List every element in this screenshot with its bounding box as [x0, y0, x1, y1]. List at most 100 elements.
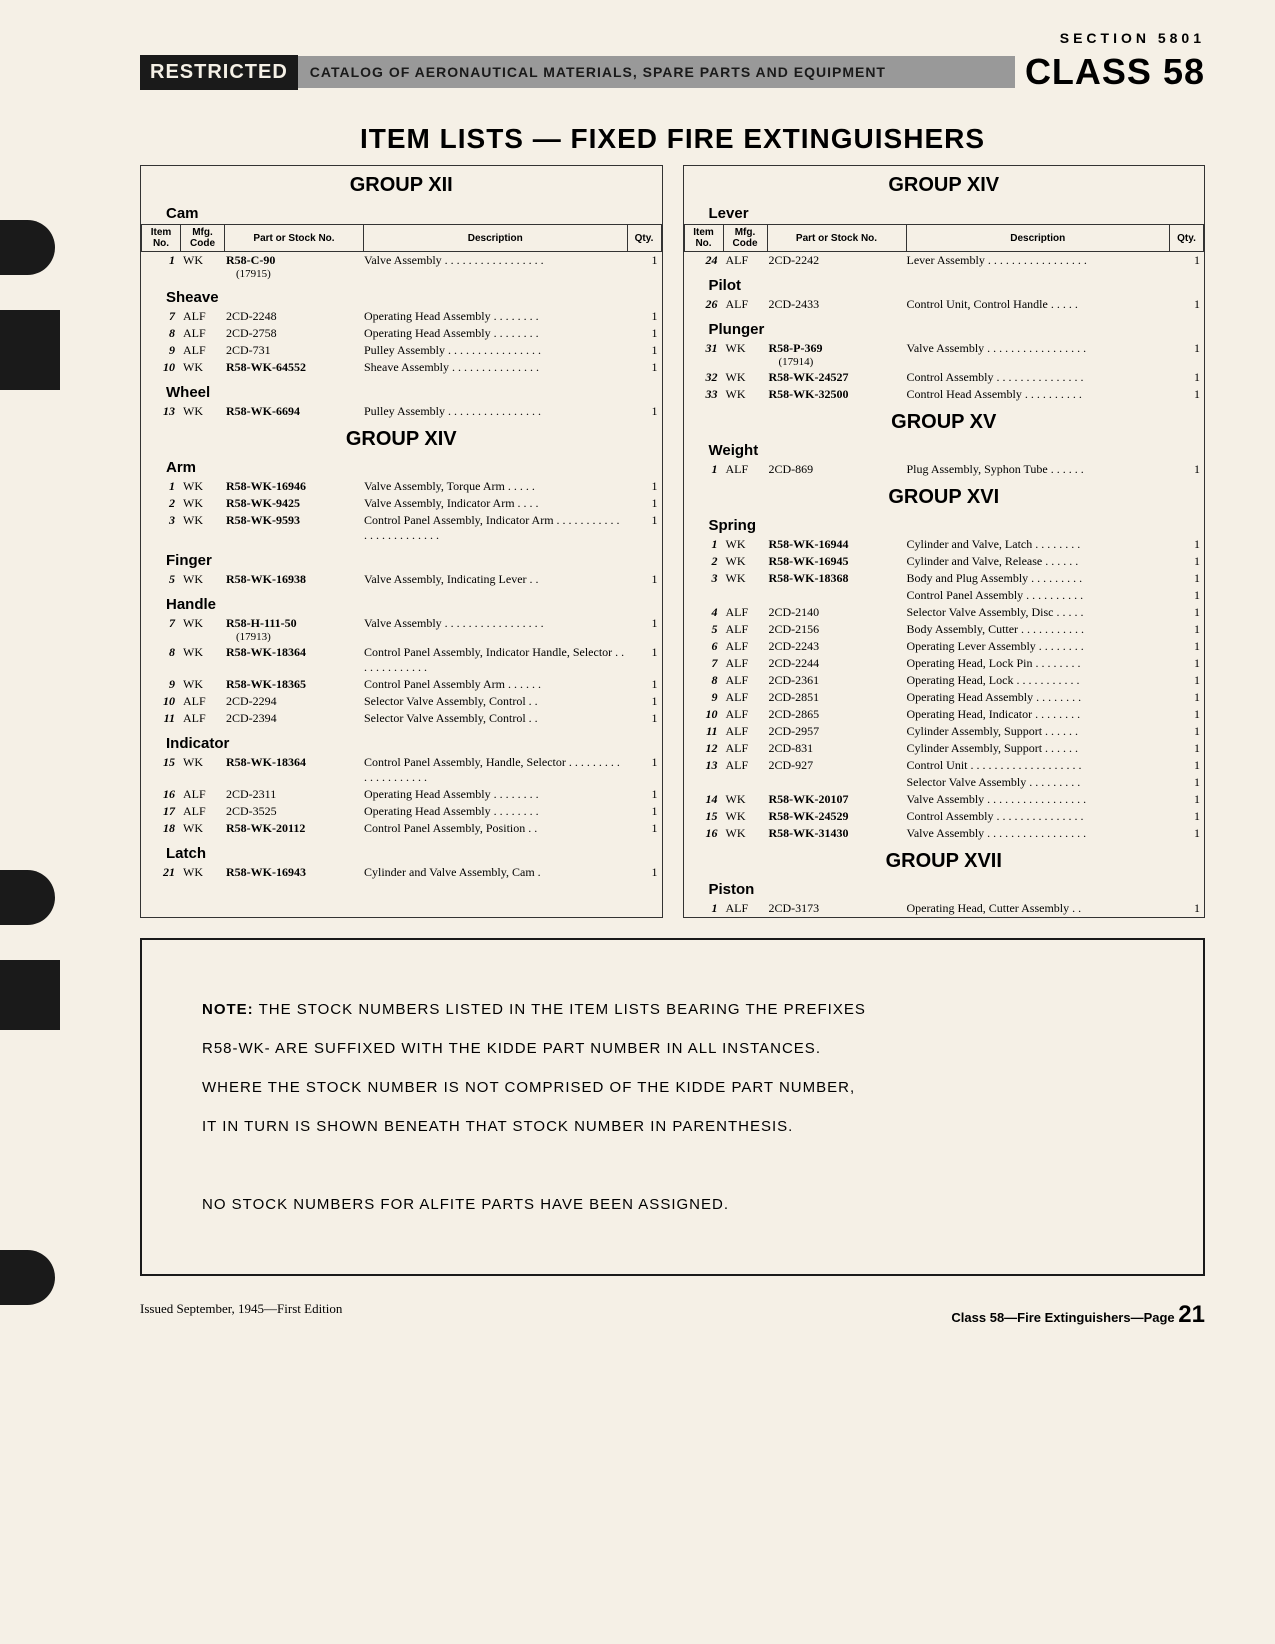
table-header: Item No. Mfg. Code Part or Stock No. Des…: [684, 224, 1205, 252]
col-desc: Description: [906, 225, 1170, 252]
cell-qty: 1: [1171, 252, 1204, 269]
cell-qty: 1: [629, 571, 662, 588]
sub-title: Arm: [166, 459, 662, 476]
cell-qty: 1: [1171, 536, 1204, 553]
cell-mfg: WK: [179, 644, 222, 676]
group-title: GROUP XIV: [141, 428, 662, 451]
cell-itemno: 9: [141, 342, 179, 359]
cell-qty: 1: [1171, 740, 1204, 757]
sub-title: Indicator: [166, 735, 662, 752]
cell-desc: Selector Valve Assembly, Disc . . . . .: [903, 604, 1172, 621]
cell-desc: Control Unit . . . . . . . . . . . . . .…: [903, 757, 1172, 774]
cell-part: R58-WK-18368: [765, 570, 903, 587]
footer-left: Issued September, 1945—First Edition: [140, 1301, 342, 1329]
cell-qty: 1: [1171, 774, 1204, 791]
cell-itemno: 9: [141, 676, 179, 693]
cell-mfg: WK: [722, 791, 765, 808]
cell-part: 2CD-2865: [765, 706, 903, 723]
cell-itemno: 3: [684, 570, 722, 587]
cell-qty: 1: [1171, 296, 1204, 313]
catalog-title: CATALOG OF AERONAUTICAL MATERIALS, SPARE…: [298, 56, 1015, 88]
cell-mfg: WK: [179, 252, 222, 281]
table-row: 1ALF2CD-869Plug Assembly, Syphon Tube . …: [684, 461, 1205, 478]
cell-part: 2CD-927: [765, 757, 903, 774]
cell-itemno: 16: [684, 825, 722, 842]
table-row: 12ALF2CD-831Cylinder Assembly, Support .…: [684, 740, 1205, 757]
left-column: GROUP XII Cam Item No. Mfg. Code Part or…: [140, 165, 663, 918]
cell-desc: Operating Head Assembly . . . . . . . .: [360, 803, 629, 820]
cell-qty: 1: [629, 252, 662, 281]
cell-itemno: 10: [141, 359, 179, 376]
cell-itemno: 26: [684, 296, 722, 313]
group-title: GROUP XV: [684, 411, 1205, 434]
cell-mfg: ALF: [722, 461, 765, 478]
col-qty: Qty.: [627, 225, 661, 252]
table-row: 14WKR58-WK-20107Valve Assembly . . . . .…: [684, 791, 1205, 808]
table-row: 17ALF2CD-3525Operating Head Assembly . .…: [141, 803, 662, 820]
cell-qty: 1: [629, 786, 662, 803]
binder-hole: [0, 220, 55, 275]
cell-mfg: ALF: [722, 621, 765, 638]
cell-mfg: WK: [722, 386, 765, 403]
item-table: 13WKR58-WK-6694Pulley Assembly . . . . .…: [141, 403, 662, 420]
table-row: 8WKR58-WK-18364Control Panel Assembly, I…: [141, 644, 662, 676]
table-row: 26ALF2CD-2433Control Unit, Control Handl…: [684, 296, 1205, 313]
cell-itemno: 8: [141, 644, 179, 676]
cell-mfg: ALF: [722, 706, 765, 723]
col-item: Item No.: [684, 225, 723, 252]
cell-desc: Pulley Assembly . . . . . . . . . . . . …: [360, 342, 629, 359]
cell-desc: Operating Head, Indicator . . . . . . . …: [903, 706, 1172, 723]
note-box: NOTE: THE STOCK NUMBERS LISTED IN THE IT…: [140, 938, 1205, 1276]
cell-mfg: ALF: [722, 740, 765, 757]
cell-itemno: 1: [684, 536, 722, 553]
table-row: 9ALF2CD-731Pulley Assembly . . . . . . .…: [141, 342, 662, 359]
cell-itemno: 2: [684, 553, 722, 570]
item-table: 7WKR58-H-111-50(17913)Valve Assembly . .…: [141, 615, 662, 727]
sub-title: Wheel: [166, 384, 662, 401]
cell-desc: Valve Assembly . . . . . . . . . . . . .…: [903, 825, 1172, 842]
cell-itemno: 5: [141, 571, 179, 588]
sub-title: Plunger: [709, 321, 1205, 338]
item-table: 1WKR58-WK-16944Cylinder and Valve, Latch…: [684, 536, 1205, 842]
cell-desc: Selector Valve Assembly, Control . .: [360, 710, 629, 727]
cell-qty: 1: [1171, 757, 1204, 774]
cell-part: 2CD-2156: [765, 621, 903, 638]
cell-desc: Operating Lever Assembly . . . . . . . .: [903, 638, 1172, 655]
cell-part: R58-WK-16946: [222, 478, 360, 495]
cell-qty: 1: [1171, 900, 1204, 917]
cell-desc: Control Panel Assembly, Indicator Arm . …: [360, 512, 629, 544]
table-row: 15WKR58-WK-24529Control Assembly . . . .…: [684, 808, 1205, 825]
cell-desc: Operating Head, Lock . . . . . . . . . .…: [903, 672, 1172, 689]
item-table: 26ALF2CD-2433Control Unit, Control Handl…: [684, 296, 1205, 313]
table-row: 3WKR58-WK-18368Body and Plug Assembly . …: [684, 570, 1205, 587]
cell-desc: Valve Assembly . . . . . . . . . . . . .…: [903, 340, 1172, 369]
cell-part: 2CD-2243: [765, 638, 903, 655]
cell-desc: Valve Assembly, Indicating Lever . .: [360, 571, 629, 588]
cell-itemno: 3: [141, 512, 179, 544]
table-row: 9WKR58-WK-18365Control Panel Assembly Ar…: [141, 676, 662, 693]
cell-mfg: WK: [179, 478, 222, 495]
cell-itemno: 1: [141, 252, 179, 281]
cell-itemno: 8: [141, 325, 179, 342]
footer: Issued September, 1945—First Edition Cla…: [140, 1301, 1205, 1329]
table-row: 6ALF2CD-2243Operating Lever Assembly . .…: [684, 638, 1205, 655]
cell-part: 2CD-2248: [222, 308, 360, 325]
cell-part: 2CD-3525: [222, 803, 360, 820]
cell-part: 2CD-2140: [765, 604, 903, 621]
cell-qty: 1: [1171, 638, 1204, 655]
table-row: 15WKR58-WK-18364Control Panel Assembly, …: [141, 754, 662, 786]
cell-qty: 1: [629, 308, 662, 325]
sub-title: Pilot: [709, 277, 1205, 294]
cell-part: 2CD-2433: [765, 296, 903, 313]
table-row: 24ALF2CD-2242Lever Assembly . . . . . . …: [684, 252, 1205, 269]
cell-desc: Control Unit, Control Handle . . . . .: [903, 296, 1172, 313]
cell-desc: Body Assembly, Cutter . . . . . . . . . …: [903, 621, 1172, 638]
table-row: 2WKR58-WK-16945Cylinder and Valve, Relea…: [684, 553, 1205, 570]
table-row: 21WKR58-WK-16943Cylinder and Valve Assem…: [141, 864, 662, 881]
cell-itemno: 1: [141, 478, 179, 495]
note-line: IT IN TURN IS SHOWN BENEATH THAT STOCK N…: [202, 1118, 793, 1135]
group-title: GROUP XII: [141, 174, 662, 197]
cell-qty: 1: [1171, 672, 1204, 689]
cell-mfg: WK: [179, 495, 222, 512]
cell-desc: Control Panel Assembly, Handle, Selector…: [360, 754, 629, 786]
